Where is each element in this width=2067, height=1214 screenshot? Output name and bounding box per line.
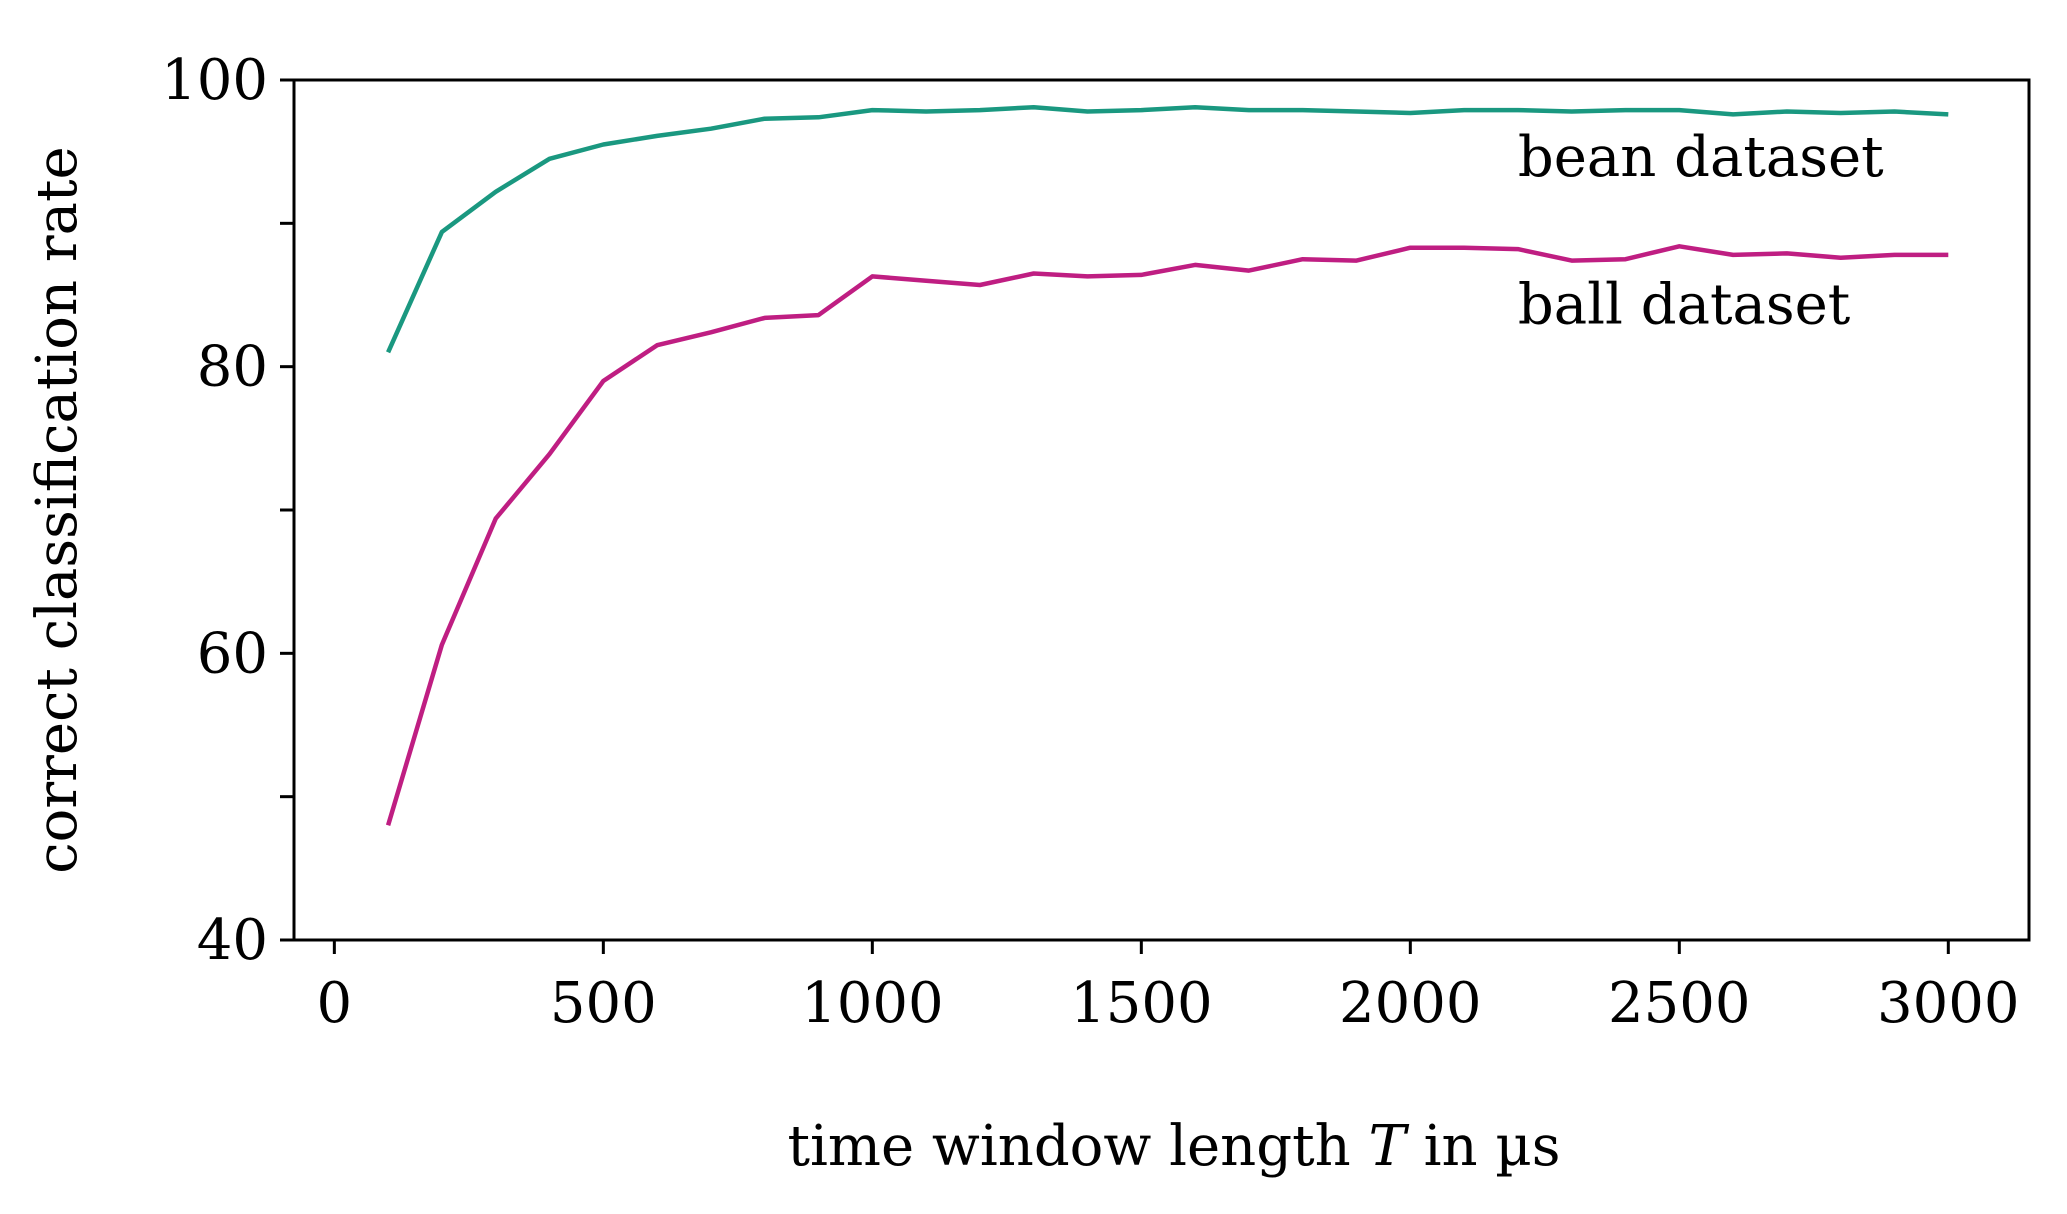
x-tick-label: 2000 [1339,971,1482,1036]
y-tick-label: 80 [197,335,268,400]
x-axis-title: time window length T in µs [787,1114,1560,1179]
x-axis-title-unit: in µs [1406,1114,1561,1179]
y-axis-ticks: 40 60 80 100 [161,48,294,973]
series-label-bean-dataset: bean dataset [1518,125,1884,190]
x-axis-title-text: time window length [787,1114,1368,1179]
series-line-bean-dataset [386,104,1949,354]
x-tick-label: 0 [317,971,353,1036]
x-tick-label: 1000 [801,971,944,1036]
series-lines [385,104,1949,826]
y-tick-label: 100 [161,48,268,113]
x-tick-label: 1500 [1070,971,1213,1036]
series-line-ball-dataset [385,244,1949,826]
plot-frame [292,78,2031,942]
x-tick-label: 500 [550,971,657,1036]
x-tick-label: 2500 [1608,971,1751,1036]
y-tick-label: 40 [197,908,268,973]
y-tick-label: 60 [197,621,268,686]
y-axis-title: correct classification rate [25,146,90,873]
series-labels: bean dataset ball dataset [1518,125,1884,338]
x-axis-ticks: 0 500 1000 1500 2000 2500 3000 [317,940,2020,1036]
x-axis-title-variable: T [1368,1114,1409,1179]
series-label-ball-dataset: ball dataset [1518,273,1851,338]
x-tick-label: 3000 [1877,971,2020,1036]
